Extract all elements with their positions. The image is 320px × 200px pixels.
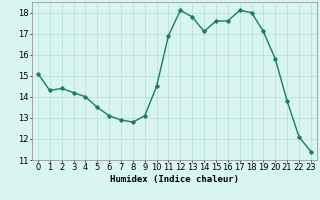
- X-axis label: Humidex (Indice chaleur): Humidex (Indice chaleur): [110, 175, 239, 184]
